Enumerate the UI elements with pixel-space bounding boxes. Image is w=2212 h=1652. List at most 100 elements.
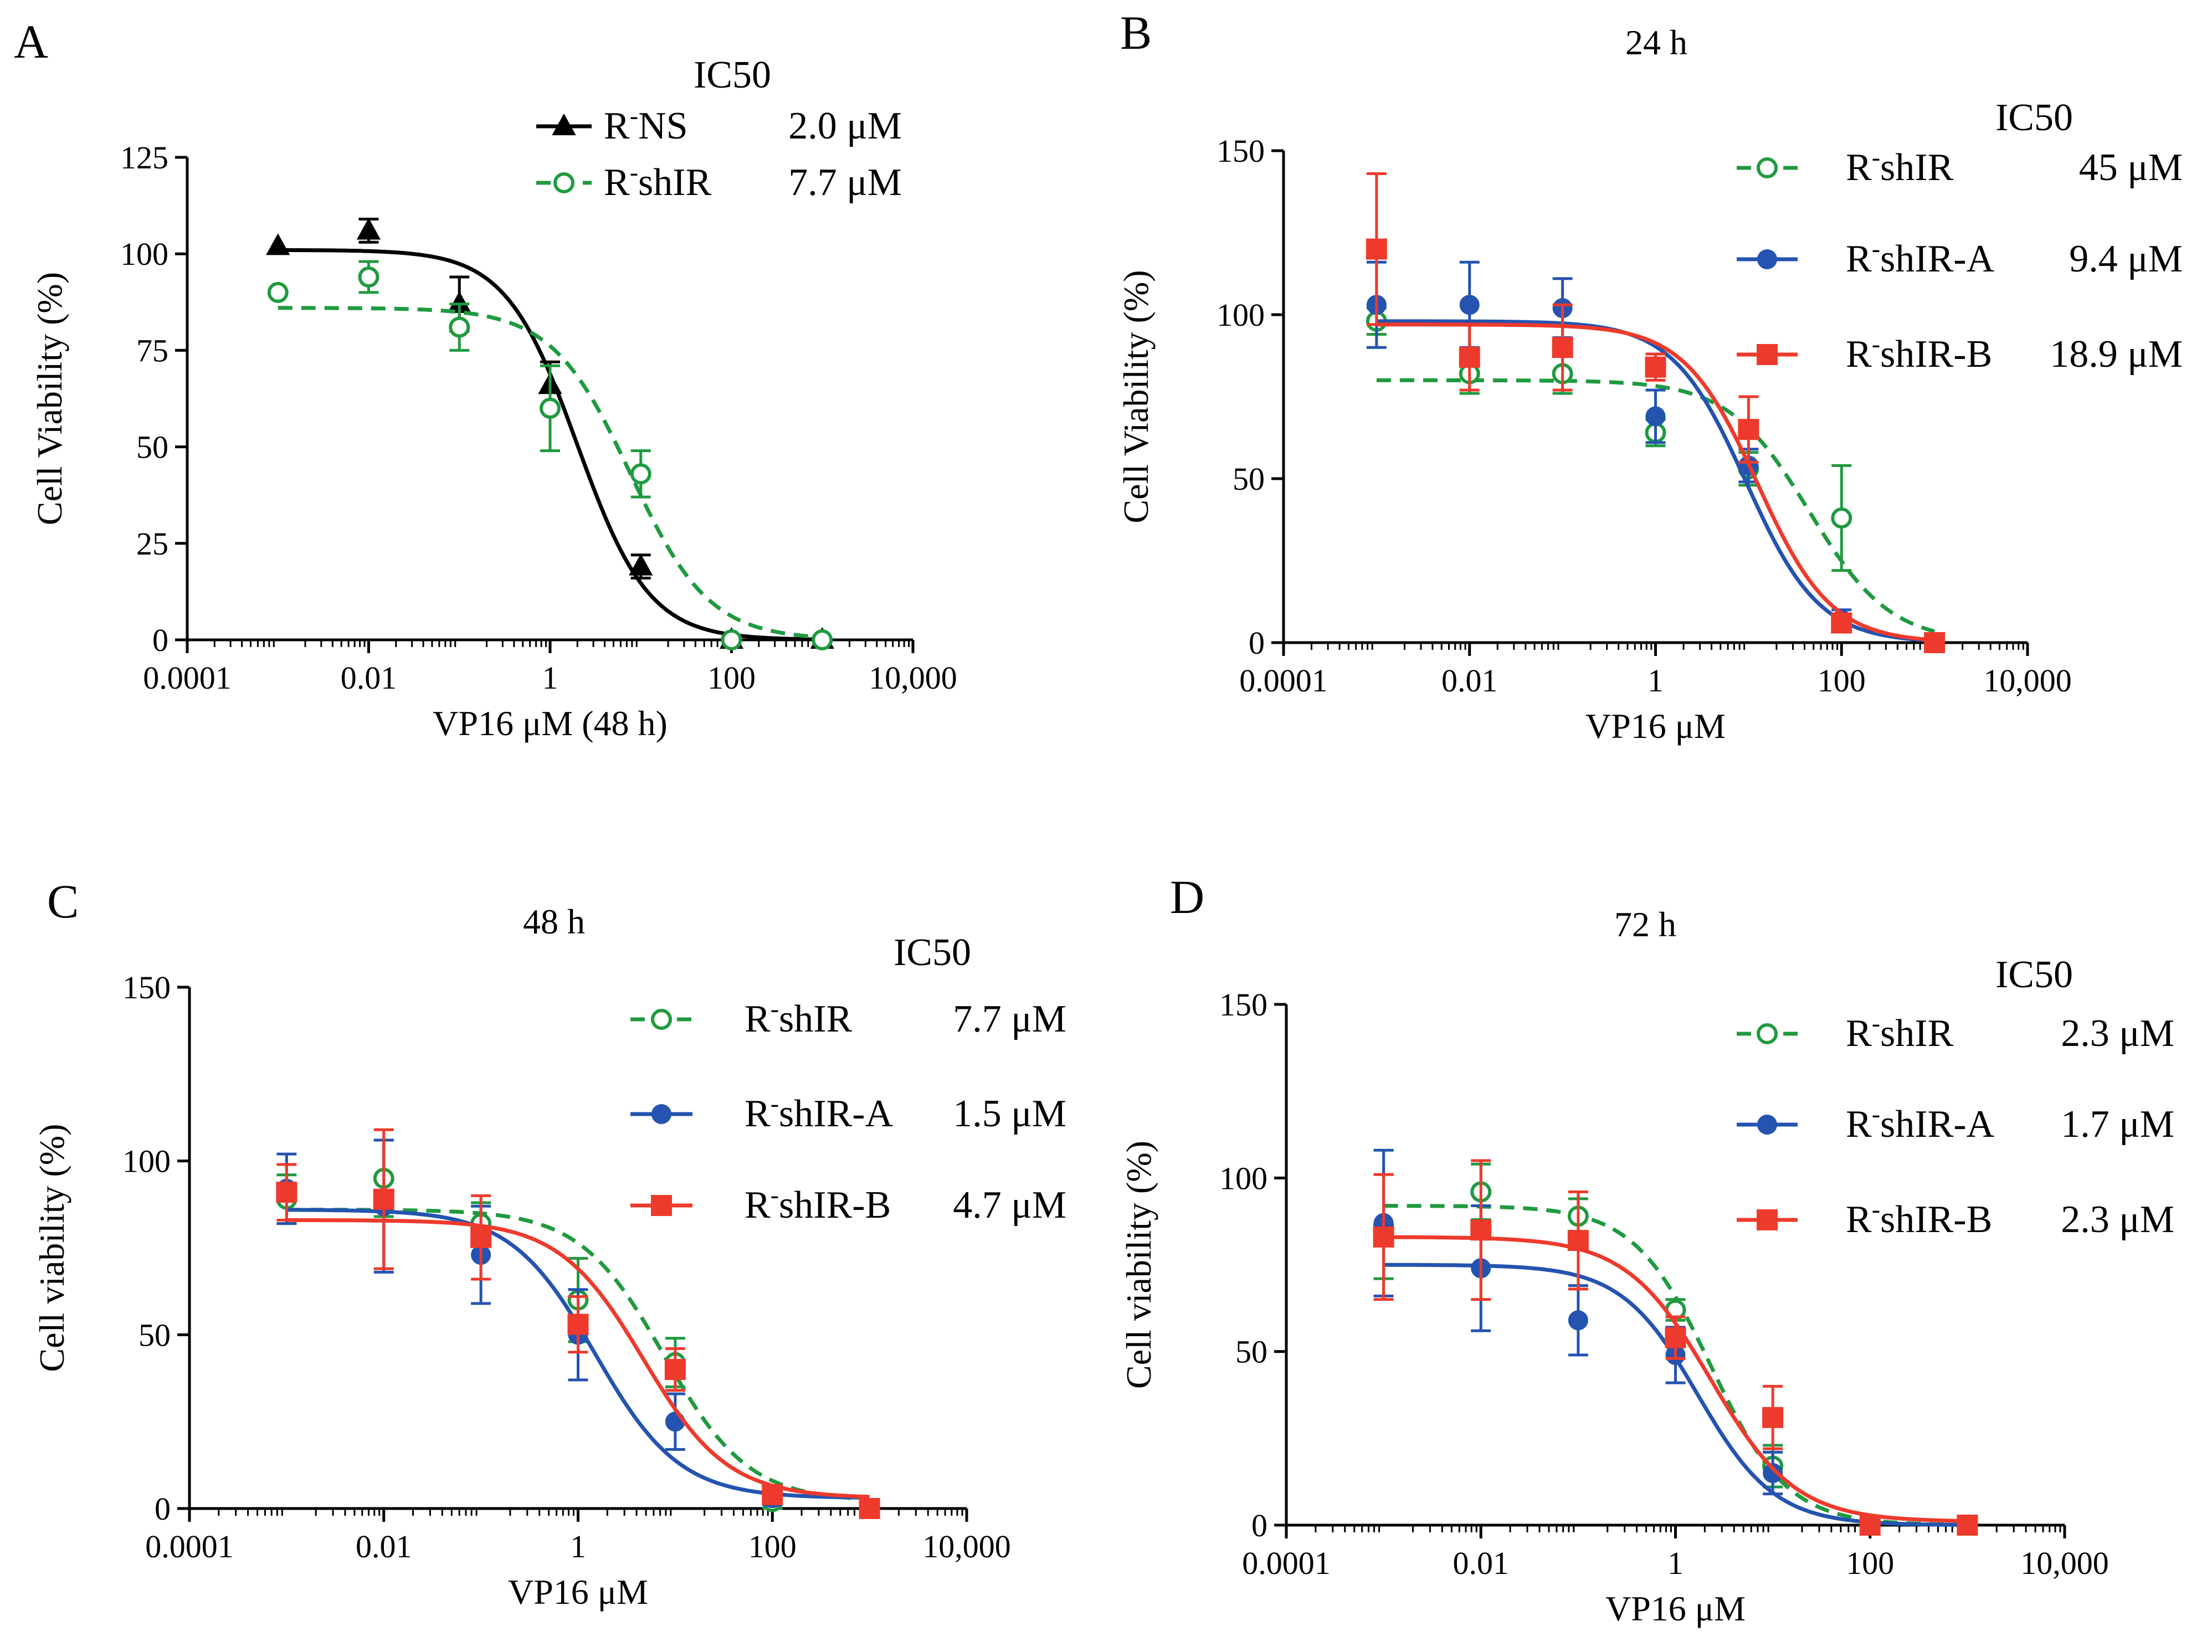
legend-series-label: R-shIR-B <box>1846 330 1992 376</box>
y-tick-label: 0 <box>155 1491 171 1527</box>
data-point <box>1645 356 1666 378</box>
ic50-header: IC50 <box>694 54 771 96</box>
x-tick-label: 0.0001 <box>1242 1545 1331 1581</box>
y-axis-label: Cell viability (%) <box>1119 1141 1158 1389</box>
data-point <box>1645 406 1666 427</box>
y-tick-label: 50 <box>138 1317 171 1353</box>
legend-entry-r-shir-b: R-shIR-B 4.7 μM <box>630 1181 1066 1227</box>
data-point <box>812 629 833 650</box>
data-point <box>356 218 381 240</box>
data-point <box>266 233 290 255</box>
data-point <box>664 1359 686 1381</box>
x-tick-label: 10,000 <box>869 660 957 696</box>
data-point <box>1568 1310 1588 1331</box>
y-tick-label: 0 <box>1249 625 1265 661</box>
x-tick-label: 100 <box>707 660 756 696</box>
panel-c: C 48 h 0 50 100 150 0.0001 0.01 1 100 10,000 VP16 μ… <box>32 875 1066 1612</box>
legend-series-label: R-NS <box>604 101 688 147</box>
y-tick-label: 0 <box>1251 1507 1267 1543</box>
legend-marker <box>651 1104 671 1124</box>
data-point <box>1470 1219 1492 1241</box>
panel-b: B 24 h 0 50 100 150 0.0001 0.01 1 100 10,000 VP16 μ… <box>1116 6 2183 746</box>
x-tick-label: 100 <box>1846 1545 1894 1581</box>
legend-series-label: R-shIR-B <box>745 1181 891 1227</box>
series-r-shir-b <box>1366 172 1946 653</box>
data-point <box>1957 1515 1978 1536</box>
y-tick-label: 100 <box>1219 1160 1267 1196</box>
data-point <box>449 316 470 338</box>
x-tick-label: 1 <box>1667 1545 1684 1581</box>
y-tick-label: 125 <box>120 140 168 176</box>
y-tick-label: 150 <box>1219 987 1267 1023</box>
series-r-shir-b <box>276 1128 880 1519</box>
legend-series-label: R-shIR <box>604 158 712 204</box>
panel-letter: B <box>1120 6 1152 59</box>
y-tick-label: 100 <box>122 1143 171 1179</box>
legend-entry-r-shir-a: R-shIR-A 1.5 μM <box>630 1089 1066 1135</box>
data-point <box>1459 346 1480 368</box>
chart-title: 72 h <box>1614 905 1676 944</box>
legend-series-label: R-shIR <box>745 994 853 1040</box>
x-tick-label: 10,000 <box>2020 1545 2109 1581</box>
data-point <box>629 553 653 576</box>
x-tick-label: 1 <box>1648 663 1664 699</box>
data-point <box>470 1227 492 1248</box>
data-point <box>1373 1226 1394 1248</box>
legend-ic50-value: 2.3 μM <box>2061 1198 2174 1241</box>
panel-letter: C <box>47 875 79 928</box>
panel-letter: D <box>1170 870 1204 924</box>
x-tick-label: 0.01 <box>356 1528 412 1564</box>
x-axis-label: VP16 μM <box>1605 1589 1746 1628</box>
y-axis-label: Cell Viability (%) <box>30 272 69 525</box>
legend-entry-r-ns: R-NS 2.0 μM <box>536 101 902 147</box>
x-tick-label: 0.0001 <box>143 660 232 696</box>
x-tick-label: 0.0001 <box>145 1528 234 1564</box>
legend-entry-r-shir-a: R-shIR-A 9.4 μM <box>1737 234 2183 280</box>
data-point <box>1831 507 1852 529</box>
legend-marker <box>651 1195 672 1216</box>
y-tick-label: 100 <box>120 236 168 272</box>
panel-d: D 72 h 0 50 100 150 0.0001 0.01 1 100 10,000 VP16 μ… <box>1119 870 2174 1628</box>
legend-entry-r-shir-b: R-shIR-B 2.3 μM <box>1737 1195 2174 1241</box>
data-point <box>1366 238 1387 260</box>
x-tick-label: 1 <box>542 660 558 696</box>
legend-marker <box>1757 1209 1778 1230</box>
x-tick-label: 100 <box>1818 663 1866 699</box>
data-point <box>630 463 651 485</box>
y-tick-label: 25 <box>136 526 168 562</box>
chart-title: 24 h <box>1625 23 1687 62</box>
legend-ic50-value: 45 μM <box>2079 146 2183 189</box>
legend-ic50-value: 4.7 μM <box>953 1184 1066 1227</box>
ic50-header: IC50 <box>1995 96 2073 139</box>
legend-series-label: R-shIR-A <box>1846 234 1995 280</box>
data-point <box>1831 612 1852 634</box>
chart-title: 48 h <box>523 902 585 941</box>
legend-marker <box>1757 1023 1778 1044</box>
legend-ic50-value: 7.7 μM <box>788 161 902 204</box>
data-point <box>1738 419 1759 440</box>
legend-marker <box>1757 1115 1777 1135</box>
legend-marker <box>1757 249 1777 269</box>
data-point <box>567 1314 589 1335</box>
data-point <box>762 1484 783 1505</box>
legend-series-label: R-shIR-A <box>1846 1100 1995 1146</box>
legend-entry-r-shir: R-shIR 45 μM <box>1737 143 2183 189</box>
legend-series-label: R-shIR-B <box>1846 1195 1992 1241</box>
data-point <box>358 266 379 288</box>
data-point <box>373 1188 394 1210</box>
legend-ic50-value: 18.9 μM <box>2050 333 2183 376</box>
series-r-shir-b <box>1373 1159 1978 1536</box>
legend-series-label: R-shIR <box>1846 143 1954 189</box>
data-point <box>1552 337 1573 358</box>
panel-a: A 0 25 50 75 100 125 0.0001 0.01 1 100 10,000 VP16 μ… <box>14 15 957 743</box>
y-axis-label: Cell Viability (%) <box>1116 270 1156 523</box>
legend-entry-r-shir: R-shIR 2.3 μM <box>1737 1009 2174 1055</box>
data-point <box>1763 1463 1783 1483</box>
y-tick-label: 50 <box>1235 1334 1267 1370</box>
y-axis-label: Cell viability (%) <box>32 1124 71 1372</box>
legend-marker <box>552 113 576 136</box>
axes <box>188 987 967 1510</box>
legend-entry-r-shir: R-shIR 7.7 μM <box>630 994 1066 1040</box>
legend-entry-r-shir: R-shIR 7.7 μM <box>536 158 902 204</box>
